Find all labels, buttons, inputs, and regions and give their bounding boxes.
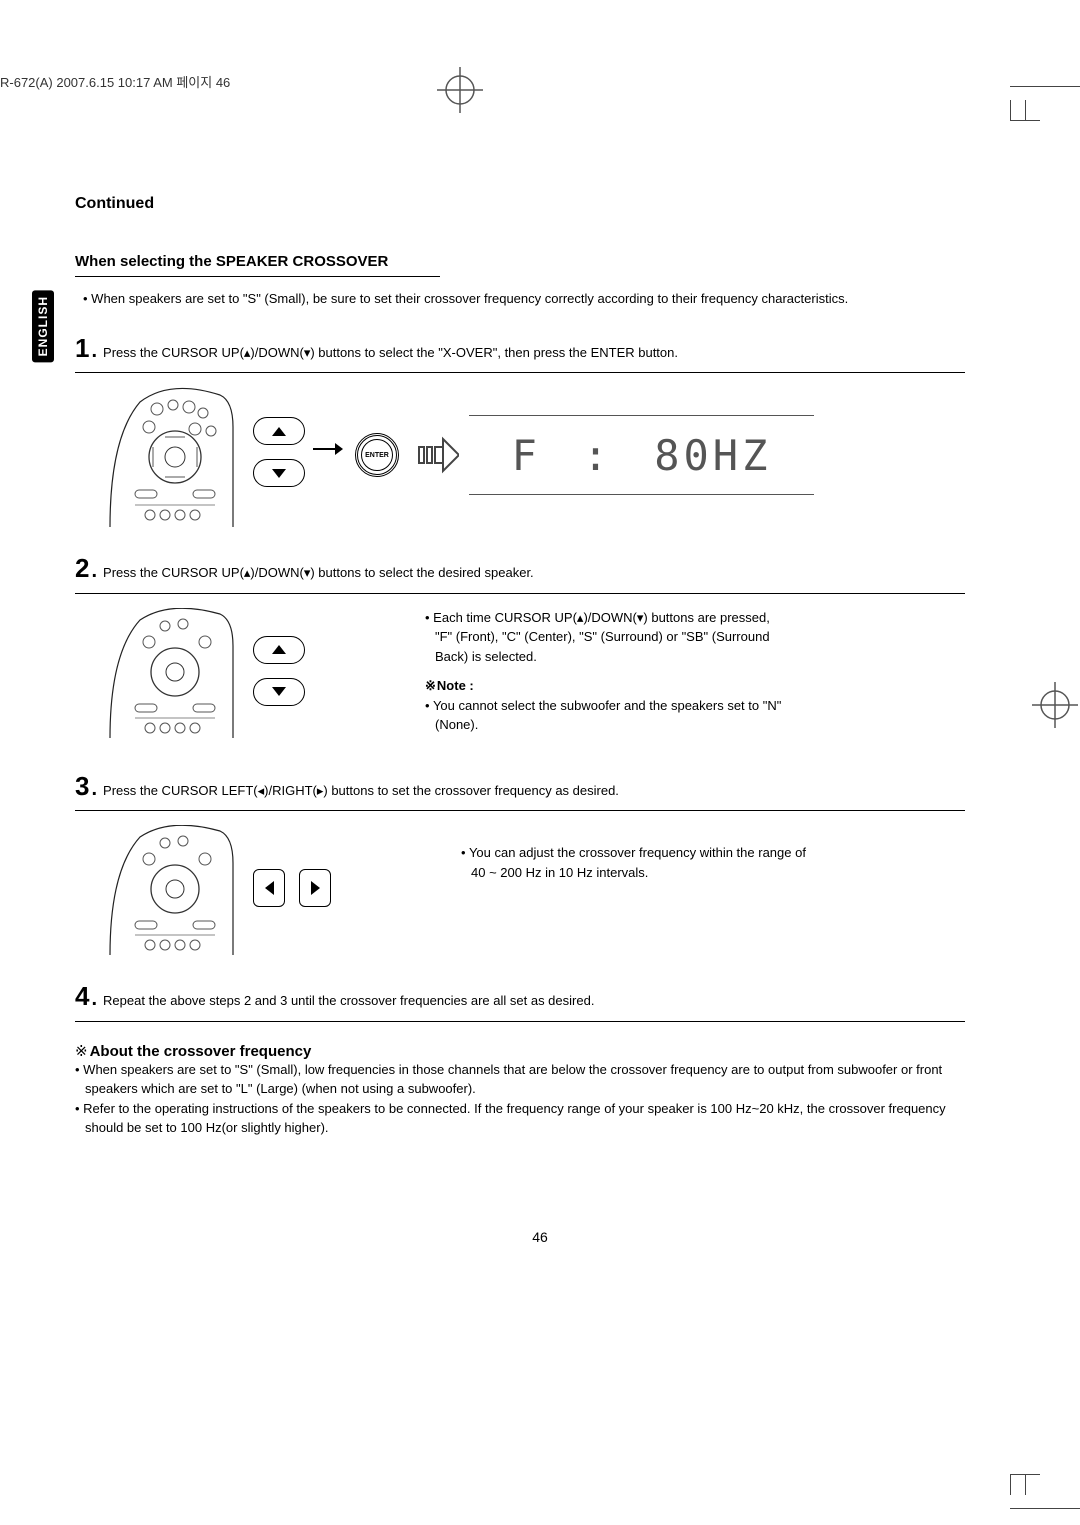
intro-text: When speakers are set to "S" (Small), be… xyxy=(75,289,965,309)
step-3-number: 3 xyxy=(75,771,89,802)
step-dot: . xyxy=(91,778,97,801)
cursor-up-button xyxy=(253,417,305,445)
lcd-colon: : xyxy=(583,431,612,480)
cursor-left-right-buttons xyxy=(253,869,331,907)
continued-heading: Continued xyxy=(75,195,965,213)
step-4-text: Repeat the above steps 2 and 3 until the… xyxy=(103,991,594,1013)
registration-mark-top xyxy=(435,65,485,115)
step-2: 2 . Press the CURSOR UP(▴)/DOWN(▾) butto… xyxy=(75,553,965,745)
lcd-arrow-icon xyxy=(417,433,459,477)
step-4-number: 4 xyxy=(75,981,89,1012)
step-3-notes: You can adjust the crossover frequency w… xyxy=(461,843,821,892)
about-title: About the crossover frequency xyxy=(75,1042,965,1060)
step-4: 4 . Repeat the above steps 2 and 3 until… xyxy=(75,981,965,1022)
step-dot: . xyxy=(91,560,97,583)
arrow-right-icon xyxy=(313,441,343,457)
step-2-number: 2 xyxy=(75,553,89,584)
cursor-right-button xyxy=(299,869,331,907)
about-body: When speakers are set to "S" (Small), lo… xyxy=(75,1060,965,1138)
step-2-notes: Each time CURSOR UP(▴)/DOWN(▾) buttons a… xyxy=(425,608,785,745)
step-3: 3 . Press the CURSOR LEFT(◂)/RIGHT(▸) bu… xyxy=(75,771,965,956)
step-1-number: 1 xyxy=(75,333,89,364)
cursor-up-button xyxy=(253,636,305,664)
cursor-up-down-buttons xyxy=(253,636,305,706)
cursor-left-button xyxy=(253,869,285,907)
step-1-figure: ENTER F : 80 xyxy=(75,387,965,527)
lcd-text: F : 80HZ xyxy=(512,431,772,480)
section-subtitle: When selecting the SPEAKER CROSSOVER xyxy=(75,253,440,277)
step-dot: . xyxy=(91,988,97,1011)
cursor-down-button xyxy=(253,678,305,706)
remote-illustration xyxy=(105,825,235,955)
step-3-text: Press the CURSOR LEFT(◂)/RIGHT(▸) button… xyxy=(103,781,619,803)
step-2-note2: You cannot select the subwoofer and the … xyxy=(425,696,785,735)
page-number: 46 xyxy=(0,1229,1080,1245)
crop-mark-bottom xyxy=(1010,1485,1080,1525)
page-header: R-672(A) 2007.6.15 10:17 AM 페이지 46 xyxy=(0,72,230,91)
lcd-right: 80HZ xyxy=(654,431,771,480)
step-1: 1 . Press the CURSOR UP(▴)/DOWN(▾) butto… xyxy=(75,333,965,528)
cursor-down-button xyxy=(253,459,305,487)
remote-illustration xyxy=(105,608,235,738)
lcd-display: F : 80HZ xyxy=(417,415,814,495)
step-2-text: Press the CURSOR UP(▴)/DOWN(▾) buttons t… xyxy=(103,563,534,585)
crop-mark-top xyxy=(1010,70,1080,110)
about-bullet-2: Refer to the operating instructions of t… xyxy=(75,1099,965,1138)
step-1-text: Press the CURSOR UP(▴)/DOWN(▾) buttons t… xyxy=(103,343,678,365)
step-3-figure: You can adjust the crossover frequency w… xyxy=(75,825,965,955)
language-tab: ENGLISH xyxy=(32,290,54,362)
cursor-up-down-buttons xyxy=(253,417,305,487)
step-dot: . xyxy=(91,340,97,363)
remote-illustration xyxy=(105,387,235,527)
lcd-left: F xyxy=(512,431,541,480)
note-label: Note : xyxy=(425,676,785,696)
step-2-note1: Each time CURSOR UP(▴)/DOWN(▾) buttons a… xyxy=(425,608,785,667)
about-bullet-1: When speakers are set to "S" (Small), lo… xyxy=(75,1060,965,1099)
enter-button: ENTER xyxy=(355,433,399,477)
registration-mark-side xyxy=(1030,680,1080,730)
enter-button-label: ENTER xyxy=(365,452,389,459)
step-2-figure: Each time CURSOR UP(▴)/DOWN(▾) buttons a… xyxy=(75,608,965,745)
step-3-note1: You can adjust the crossover frequency w… xyxy=(461,843,821,882)
page-content: Continued When selecting the SPEAKER CRO… xyxy=(75,195,965,1138)
